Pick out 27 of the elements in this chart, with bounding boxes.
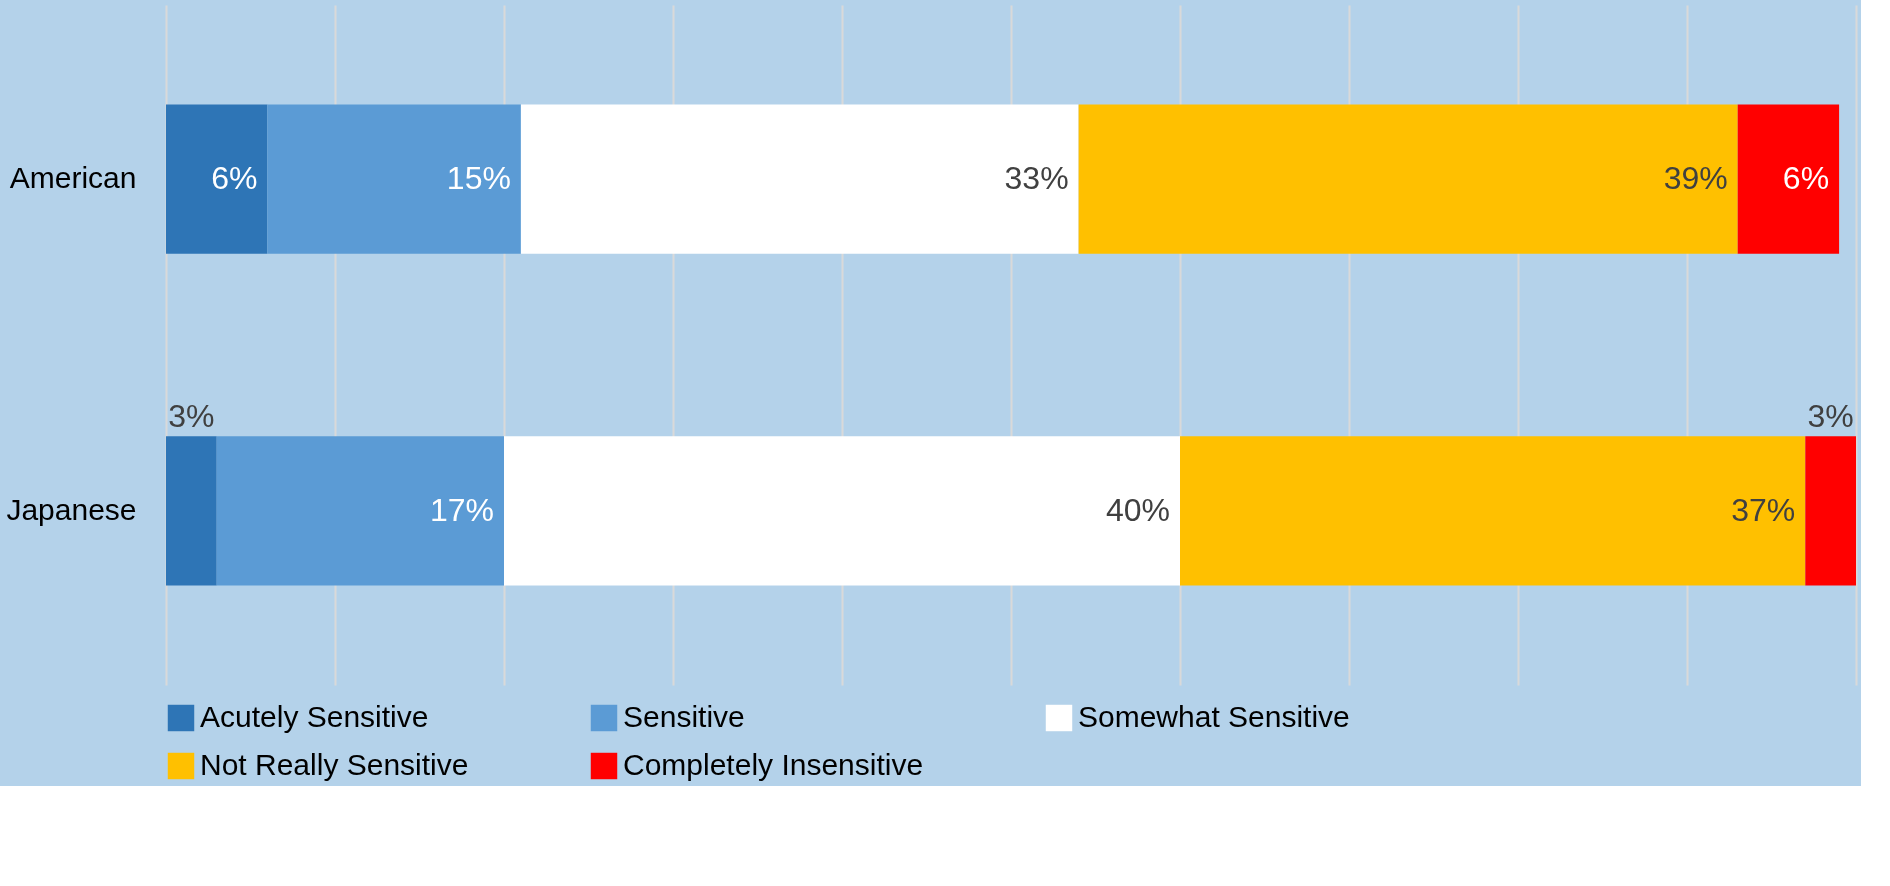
legend-label: Sensitive — [623, 700, 745, 733]
data-label: 15% — [446, 160, 511, 197]
bar — [1805, 436, 1856, 586]
legend-label: Not Really Sensitive — [200, 748, 469, 781]
y-tick-label: Japanese — [6, 492, 137, 526]
data-label: 40% — [1105, 491, 1170, 528]
data-label: 37% — [1731, 491, 1796, 528]
bar — [1180, 436, 1806, 586]
y-tick-label: American — [9, 161, 137, 195]
bar — [216, 436, 504, 586]
bar — [1737, 104, 1840, 254]
bar — [267, 104, 521, 254]
data-label: 33% — [1004, 160, 1069, 197]
data-label: 6% — [211, 160, 258, 197]
legend-label: Somewhat Sensitive — [1078, 700, 1350, 733]
bar — [166, 436, 217, 586]
data-label: 17% — [429, 491, 494, 528]
data-label: 6% — [1782, 160, 1830, 197]
bar — [166, 104, 268, 254]
legend-label: Acutely Sensitive — [200, 700, 429, 733]
data-label: 39% — [1663, 160, 1728, 197]
data-label: 3% — [1807, 397, 1854, 434]
bar — [1078, 104, 1738, 254]
bar — [520, 104, 1079, 254]
legend-label: Completely Insensitive — [623, 748, 924, 781]
data-label: 3% — [168, 397, 215, 434]
bar — [504, 436, 1180, 586]
